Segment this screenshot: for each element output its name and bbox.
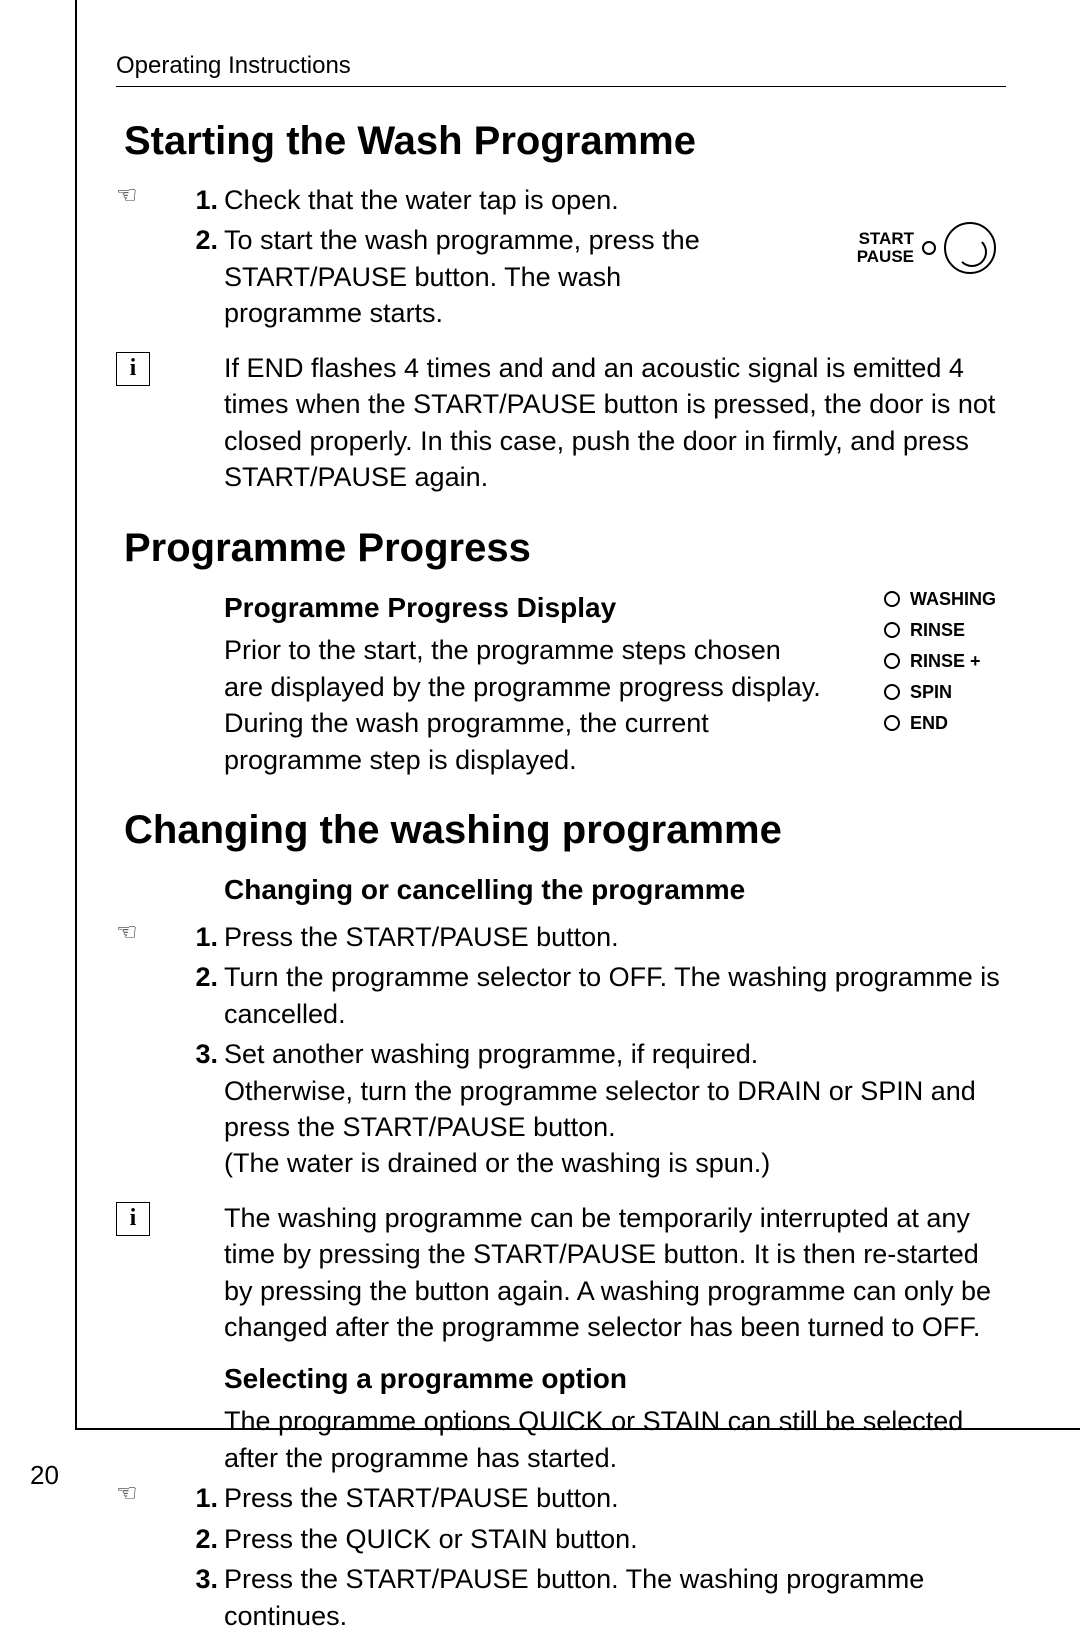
step-text: Check that the water tap is open. <box>224 182 1006 218</box>
progress-label: RINSE <box>910 620 965 641</box>
step-row: 2. Press the QUICK or STAIN button. <box>116 1521 1006 1557</box>
page-header: Operating Instructions <box>116 52 1006 87</box>
led-icon <box>884 684 900 700</box>
step-text: To start the wash programme, press the S… <box>224 222 764 331</box>
hand-icon: ☞ <box>116 921 138 945</box>
page-content: Operating Instructions Starting the Wash… <box>116 52 1006 1638</box>
progress-item: END <box>884 713 996 734</box>
info-row: The washing programme can be temporarily… <box>116 1200 1006 1346</box>
step-number: 2. <box>188 959 224 995</box>
progress-label: END <box>910 713 948 734</box>
step-number: 2. <box>188 1521 224 1557</box>
step-row: ☞ 1. Press the START/PAUSE button. <box>116 919 1006 955</box>
sub-b-intro: The programme options QUICK or STAIN can… <box>224 1406 963 1472</box>
progress-row: Programme Progress Display Prior to the … <box>116 589 1006 779</box>
start-pause-label: START PAUSE <box>857 230 914 267</box>
step-text: Set another washing programme, if requir… <box>224 1036 1006 1182</box>
step-number: 1. <box>188 1480 224 1516</box>
info-text: If END flashes 4 times and and an acoust… <box>224 350 1006 496</box>
step-row: ☞ 1. Check that the water tap is open. <box>116 182 1006 218</box>
progress-item: SPIN <box>884 682 996 703</box>
info-icon <box>116 1202 150 1236</box>
step-row: 2. Turn the programme selector to OFF. T… <box>116 959 1006 1032</box>
step-row: 3. Set another washing programme, if req… <box>116 1036 1006 1182</box>
button-outline-icon <box>944 222 996 274</box>
led-icon <box>884 715 900 731</box>
step-text: Turn the programme selector to OFF. The … <box>224 959 1006 1032</box>
step-text: Press the START/PAUSE button. The washin… <box>224 1561 1006 1634</box>
start-pause-figure: START PAUSE <box>857 222 996 274</box>
step-number: 3. <box>188 1561 224 1597</box>
progress-item: WASHING <box>884 589 996 610</box>
step-row: 2. To start the wash programme, press th… <box>116 222 1006 331</box>
subheading-row: Selecting a programme option The program… <box>116 1360 1006 1477</box>
hand-icon: ☞ <box>116 1482 138 1506</box>
step-number: 1. <box>188 182 224 218</box>
section-title-changing: Changing the washing programme <box>124 808 1006 853</box>
subheading-row: Changing or cancelling the programme <box>116 871 1006 915</box>
step-row: ☞ 1. Press the START/PAUSE button. <box>116 1480 1006 1516</box>
label-pause: PAUSE <box>857 247 914 266</box>
page-number: 20 <box>30 1460 59 1491</box>
page-left-border <box>75 0 77 1428</box>
progress-text: Prior to the start, the programme steps … <box>224 635 821 774</box>
led-icon <box>922 241 936 255</box>
step-number: 2. <box>188 222 224 258</box>
step-row: 3. Press the START/PAUSE button. The was… <box>116 1561 1006 1634</box>
label-start: START <box>859 229 914 248</box>
step-text: Press the QUICK or STAIN button. <box>224 1521 1006 1557</box>
progress-body: Programme Progress Display Prior to the … <box>224 589 824 779</box>
step-number: 3. <box>188 1036 224 1072</box>
led-icon <box>884 622 900 638</box>
step-text: Press the START/PAUSE button. <box>224 1480 1006 1516</box>
sub-a: Changing or cancelling the programme <box>224 871 1006 909</box>
step-text: Press the START/PAUSE button. <box>224 919 1006 955</box>
progress-label: WASHING <box>910 589 996 610</box>
progress-item: RINSE + <box>884 651 996 672</box>
info-icon <box>116 352 150 386</box>
hand-icon: ☞ <box>116 184 138 208</box>
progress-subtitle: Programme Progress Display <box>224 589 824 627</box>
step-number: 1. <box>188 919 224 955</box>
info-row: If END flashes 4 times and and an acoust… <box>116 350 1006 496</box>
led-icon <box>884 653 900 669</box>
info-text: The washing programme can be temporarily… <box>224 1200 1006 1346</box>
section-title-starting: Starting the Wash Programme <box>124 119 1006 164</box>
progress-indicator-list: WASHING RINSE RINSE + SPIN END <box>884 589 996 744</box>
header-text: Operating Instructions <box>116 52 351 80</box>
progress-label: RINSE + <box>910 651 981 672</box>
progress-label: SPIN <box>910 682 952 703</box>
led-icon <box>884 591 900 607</box>
section-title-progress: Programme Progress <box>124 526 1006 571</box>
progress-item: RINSE <box>884 620 996 641</box>
sub-b: Selecting a programme option <box>224 1360 1006 1398</box>
